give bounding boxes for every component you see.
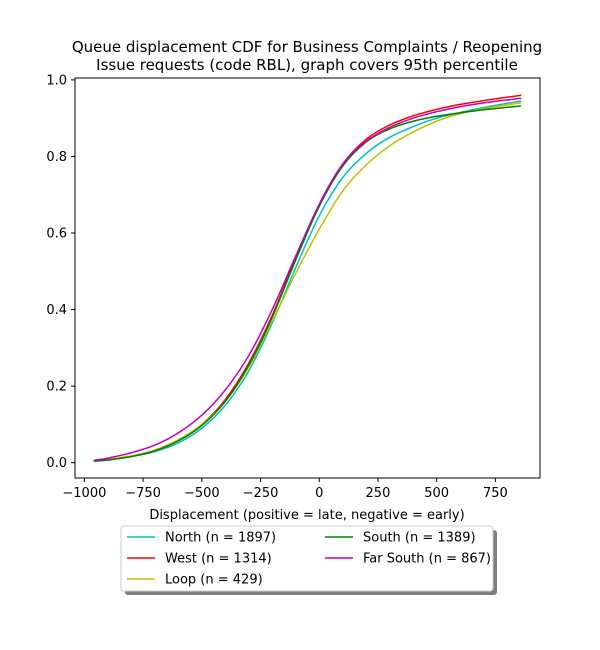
series-line-1 — [93, 94, 522, 462]
series-line-4 — [93, 97, 522, 462]
x-axis-label: Displacement (positive = late, negative … — [149, 508, 464, 523]
legend-label-4: Far South (n = 867) — [363, 552, 491, 567]
series-line-2 — [93, 102, 522, 462]
x-tick-label: 0 — [315, 486, 323, 501]
legend-label-3: South (n = 1389) — [363, 531, 476, 546]
x-tick-label: 500 — [424, 486, 449, 501]
y-tick-label: 0.0 — [46, 456, 67, 471]
x-tick-label: −1000 — [62, 486, 106, 501]
x-axis-ticks: −1000 −750 −500 −250 0 250 500 750 — [62, 478, 508, 501]
x-tick-label: −500 — [184, 486, 220, 501]
y-tick-label: 0.8 — [46, 150, 67, 165]
x-tick-label: 250 — [366, 486, 391, 501]
series-line-0 — [93, 100, 522, 462]
chart-title-line-2: Issue requests (code RBL), graph covers … — [96, 56, 518, 74]
y-tick-label: 0.2 — [46, 380, 67, 395]
y-tick-label: 0.4 — [46, 303, 67, 318]
legend-label-2: Loop (n = 429) — [165, 573, 263, 588]
plot-lines — [93, 94, 522, 462]
x-tick-label: −750 — [125, 486, 161, 501]
legend-label-0: North (n = 1897) — [165, 531, 276, 546]
legend-label-1: West (n = 1314) — [165, 552, 272, 567]
chart-title-line-1: Queue displacement CDF for Business Comp… — [72, 38, 542, 56]
x-tick-label: 750 — [483, 486, 508, 501]
legend: North (n = 1897) West (n = 1314) Loop (n =… — [120, 525, 497, 595]
plot-frame — [74, 77, 541, 479]
series-line-3 — [93, 105, 522, 462]
y-axis-ticks: 0.0 0.2 0.4 0.6 0.8 1.0 — [46, 73, 75, 471]
legend-box — [120, 525, 494, 592]
x-tick-label: −250 — [243, 486, 279, 501]
y-tick-label: 1.0 — [46, 73, 67, 88]
y-tick-label: 0.6 — [46, 227, 67, 242]
